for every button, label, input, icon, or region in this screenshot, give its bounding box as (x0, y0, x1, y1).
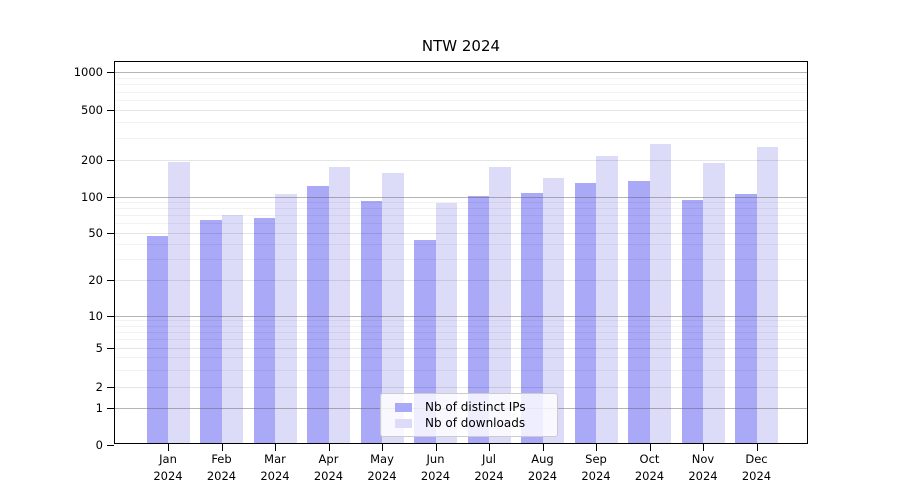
y-tick-label-0: 0 (95, 437, 103, 452)
y-tick-2 (107, 387, 114, 388)
x-tick-apr (328, 444, 330, 451)
x-tick-aug (542, 444, 544, 451)
x-tick-label-jun: Jun 2024 (420, 452, 451, 483)
y-tick-label-5: 5 (95, 341, 103, 355)
y-tick-label-50: 50 (88, 226, 103, 240)
y-tick-1000 (107, 72, 114, 73)
y-tick-label-20: 20 (88, 273, 103, 287)
x-tick-label-oct: Oct 2024 (634, 452, 665, 483)
legend-swatch-distinct-ips (395, 402, 412, 412)
x-tick-jan (168, 444, 169, 451)
x-tick-label-may: May 2024 (367, 452, 397, 483)
x-tick-nov (703, 444, 704, 451)
x-tick-jun (435, 444, 437, 451)
legend-label-distinct-ips: Nb of distinct IPs (425, 400, 526, 414)
x-tick-label-feb: Feb 2024 (206, 452, 237, 483)
y-tick-0 (107, 444, 114, 446)
x-tick-label-jan: Jan 2024 (153, 452, 183, 483)
x-tick-may (382, 444, 383, 451)
legend-item-distinct-ips: Nb of distinct IPs (395, 399, 547, 415)
x-tick-label-sep: Sep 2024 (581, 452, 611, 483)
legend-item-downloads: Nb of downloads (395, 415, 547, 431)
y-tick-500 (107, 110, 114, 111)
y-tick-50 (107, 233, 114, 234)
legend: Nb of distinct IPs Nb of downloads (380, 393, 558, 437)
y-tick-label-200: 200 (81, 153, 103, 167)
y-tick-label-1000: 1000 (73, 65, 103, 79)
x-tick-jul (489, 444, 490, 451)
legend-label-downloads: Nb of downloads (425, 416, 526, 430)
y-tick-20 (107, 280, 114, 281)
legend-swatch-downloads (395, 418, 412, 428)
x-tick-dec (756, 444, 758, 451)
x-tick-label-mar: Mar 2024 (260, 452, 290, 483)
x-tick-label-apr: Apr 2024 (313, 452, 344, 483)
y-tick-label-500: 500 (81, 103, 103, 117)
y-tick-10 (107, 315, 114, 317)
y-tick-100 (107, 196, 114, 198)
x-tick-label-aug: Aug 2024 (527, 452, 558, 483)
x-tick-mar (275, 444, 276, 451)
y-tick-200 (107, 160, 114, 161)
x-tick-label-nov: Nov 2024 (688, 452, 718, 483)
x-tick-sep (596, 444, 597, 451)
x-tick-feb (221, 444, 223, 451)
plot-background (114, 61, 808, 444)
y-tick-label-1: 1 (95, 401, 103, 415)
y-tick-label-100: 100 (81, 189, 103, 204)
x-tick-oct (649, 444, 651, 451)
x-tick-label-jul: Jul 2024 (474, 452, 504, 483)
y-tick-label-10: 10 (88, 308, 103, 323)
chart-title: NTW 2024 (421, 37, 501, 55)
y-tick-1 (107, 408, 114, 409)
y-tick-label-2: 2 (95, 380, 103, 394)
x-tick-label-dec: Dec 2024 (741, 452, 772, 483)
y-tick-5 (107, 348, 114, 349)
